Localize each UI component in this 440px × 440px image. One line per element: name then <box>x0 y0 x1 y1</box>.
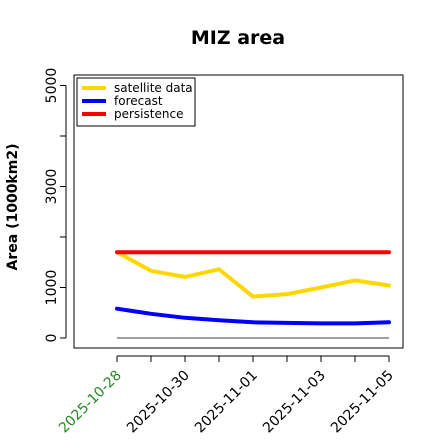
y-tick-label: 3000 <box>44 169 60 205</box>
legend-label: forecast <box>114 94 163 108</box>
series-line-satellite-data <box>115 250 391 299</box>
x-tick-label: 2025-11-01 <box>192 368 261 437</box>
series-group <box>115 250 391 339</box>
y-tick-label: 5000 <box>44 68 60 104</box>
legend-label: persistence <box>114 107 183 121</box>
series-line-forecast <box>115 306 391 326</box>
x-tick-label: 2025-11-03 <box>260 368 329 437</box>
x-tick-label: 2025-10-28 <box>56 368 125 437</box>
y-tick-label: 0 <box>44 334 60 343</box>
plot-frame <box>73 74 404 349</box>
x-tick-label: 2025-10-30 <box>124 368 193 437</box>
chart-title: MIZ area <box>191 27 285 49</box>
y-tick-label: 1000 <box>44 270 60 306</box>
legend-label: satellite data <box>114 81 193 95</box>
x-tick-label: 2025-11-05 <box>328 368 397 437</box>
y-axis-label: Area (1000km2) <box>5 144 21 271</box>
